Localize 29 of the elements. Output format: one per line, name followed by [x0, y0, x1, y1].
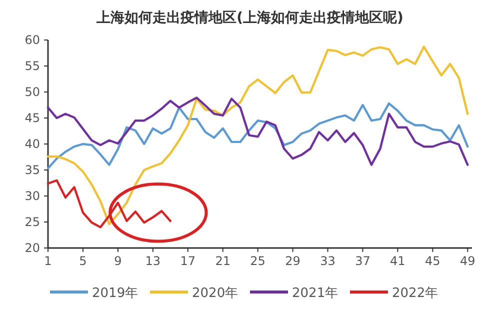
x-tick-label: 25 [250, 254, 266, 268]
y-tick-label: 20 [24, 241, 40, 255]
y-tick-label: 45 [24, 111, 40, 125]
y-tick-label: 30 [24, 189, 40, 203]
x-tick-label: 17 [180, 254, 196, 268]
legend-label: 2022年 [392, 286, 438, 301]
x-tick-label: 13 [145, 254, 161, 268]
x-tick-label: 37 [355, 254, 370, 268]
line-series [46, 179, 172, 228]
x-tick-label: 1 [44, 254, 52, 268]
x-tick-label: 9 [114, 254, 122, 268]
y-tick-label: 25 [24, 215, 40, 229]
legend-label: 2019年 [92, 286, 138, 301]
x-tick-label: 33 [320, 254, 336, 268]
line-series [46, 46, 469, 226]
x-tick-label: 45 [425, 254, 440, 268]
y-tick-label: 50 [24, 85, 40, 99]
y-tick-label: 55 [24, 59, 40, 73]
x-tick-label: 21 [215, 254, 230, 268]
x-tick-label: 29 [285, 254, 300, 268]
x-tick-label: 5 [79, 254, 87, 268]
x-tick-label: 49 [460, 254, 476, 268]
legend-label: 2021年 [292, 286, 338, 301]
legend-label: 2020年 [192, 286, 238, 301]
chart-title: 上海如何走出疫情地区(上海如何走出疫情地区呢) [96, 9, 404, 26]
y-tick-label: 35 [24, 163, 40, 177]
y-tick-label: 60 [24, 33, 40, 47]
x-tick-label: 41 [390, 254, 406, 268]
y-tick-label: 40 [24, 137, 40, 151]
